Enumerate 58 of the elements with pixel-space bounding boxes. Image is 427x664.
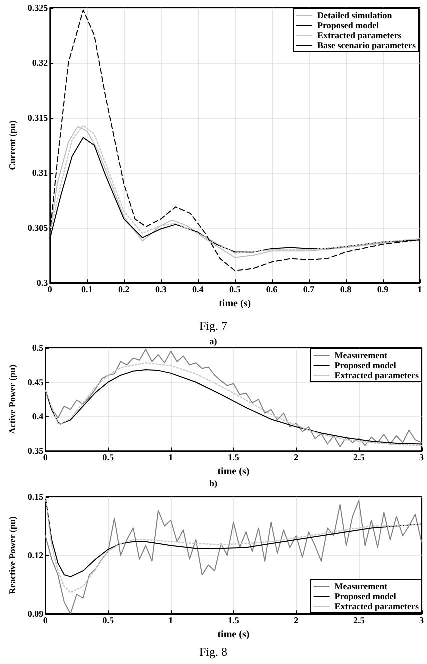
x-tick-label: 0 [48, 284, 53, 294]
legend-label: Detailed simulation [318, 10, 392, 20]
x-tick-label: 1.5 [228, 616, 240, 626]
y-tick-label: 0.5 [32, 343, 44, 353]
y-tick-label: 0.325 [28, 3, 49, 13]
x-tick-label: 1 [418, 284, 423, 294]
x-tick-label: 0 [43, 616, 48, 626]
x-axis-title: time (s) [218, 629, 250, 640]
x-tick-label: 0.9 [377, 284, 390, 294]
x-tick-label: 0.5 [102, 616, 114, 626]
x-tick-label: 3 [420, 616, 424, 626]
y-tick-label: 0.315 [28, 113, 49, 123]
legend-label: Proposed model [334, 592, 397, 602]
chart-title: a) [210, 336, 218, 346]
chart-title: b) [209, 478, 218, 488]
x-tick-label: 0.4 [192, 284, 204, 294]
x-tick-label: 1 [168, 616, 174, 626]
legend-label: Measurement [334, 350, 388, 360]
legend-label: Extracted parameters [334, 602, 420, 612]
x-tick-label: 0.2 [118, 284, 130, 294]
y-tick-label: 0.3 [36, 278, 49, 288]
caption: Fig. 8 [199, 645, 228, 659]
x-axis-title: time (s) [219, 298, 252, 310]
y-tick-label: 0.15 [28, 492, 44, 502]
x-tick-label: 0.6 [266, 284, 278, 294]
x-tick-label: 0.5 [229, 284, 242, 294]
x-tick-label: 0.5 [102, 452, 114, 463]
legend-label: Extracted parameters [334, 370, 420, 380]
x-tick-label: 2.5 [353, 452, 366, 463]
x-tick-label: 2 [294, 452, 300, 463]
legend-label: Proposed model [318, 20, 380, 30]
x-axis-title: time (s) [218, 466, 250, 478]
x-tick-label: 0.1 [82, 284, 94, 294]
x-tick-label: 0.8 [340, 284, 352, 294]
x-tick-label: 0 [43, 452, 48, 463]
x-tick-label: 0.7 [303, 284, 316, 294]
legend-label: Base scenario parameters [318, 40, 416, 50]
y-axis-title: Active Power (pu) [8, 364, 18, 434]
x-tick-label: 1.5 [228, 452, 240, 463]
x-tick-label: 2.5 [353, 616, 366, 626]
y-tick-label: 0.32 [32, 58, 49, 68]
y-tick-label: 0.4 [32, 412, 44, 422]
x-tick-label: 2 [294, 616, 300, 626]
y-tick-label: 0.305 [28, 223, 49, 233]
y-tick-label: 0.45 [28, 377, 44, 388]
legend-label: Measurement [334, 582, 388, 592]
y-tick-label: 0.31 [32, 168, 49, 178]
y-tick-label: 0.09 [28, 609, 44, 619]
y-tick-label: 0.35 [28, 446, 44, 456]
y-axis-title: Reactive Power (pu) [8, 516, 18, 594]
legend-label: Proposed model [334, 360, 397, 370]
x-tick-label: 3 [420, 452, 424, 463]
y-tick-label: 0.12 [28, 550, 44, 560]
x-tick-label: 1 [168, 452, 174, 463]
legend-label: Extracted parameters [318, 30, 402, 40]
x-tick-label: 0.3 [155, 284, 168, 294]
line-series [45, 500, 422, 614]
y-axis-title: Current (pu) [8, 120, 18, 170]
